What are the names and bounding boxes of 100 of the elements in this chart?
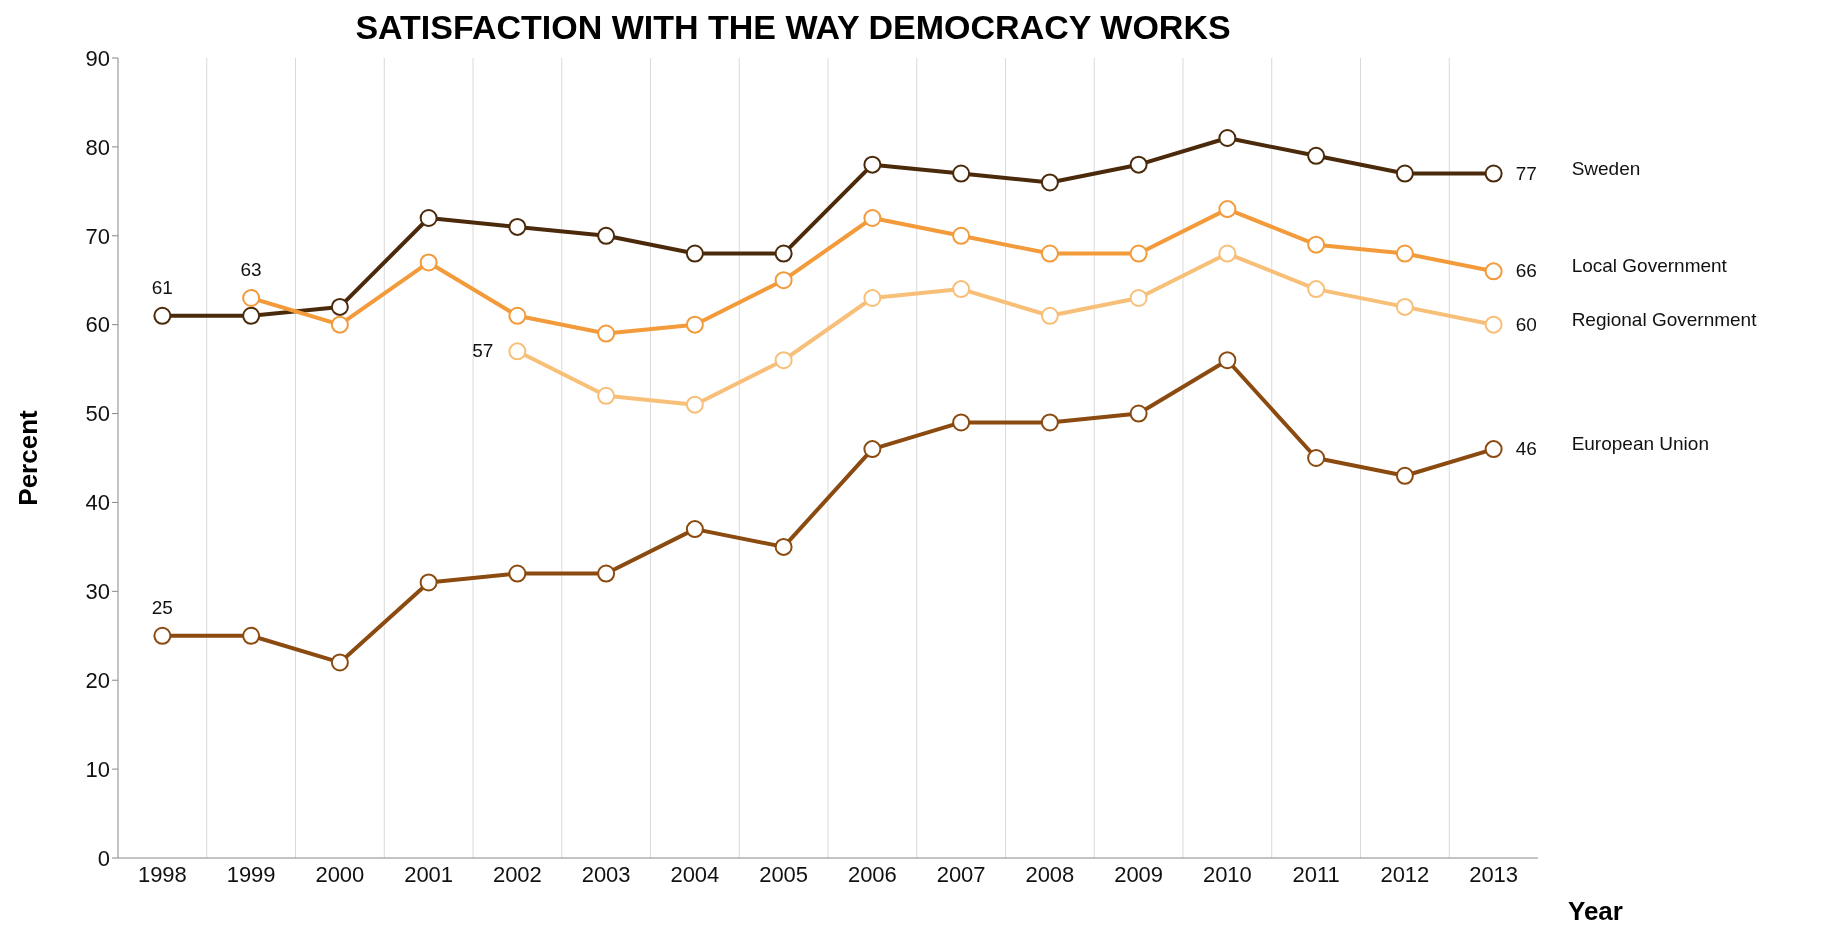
point (1218, 200, 1237, 219)
point (863, 289, 882, 307)
point (1307, 449, 1326, 467)
point (419, 209, 438, 227)
y-tick-label: 20 (85, 668, 110, 694)
point (242, 289, 261, 307)
point (1484, 440, 1503, 459)
point (1395, 466, 1414, 485)
data-label: 66 (1515, 260, 1537, 282)
point (330, 297, 349, 316)
text: Local Government (1571, 255, 1728, 277)
point (863, 209, 882, 227)
point (685, 244, 704, 263)
y-tick-label: 10 (85, 756, 110, 782)
text: Sweden (1571, 157, 1641, 179)
point (1129, 404, 1148, 423)
x-tick-label: 2012 (1380, 861, 1430, 887)
text: European Union (1571, 433, 1709, 455)
point (1395, 164, 1414, 183)
point (685, 315, 704, 334)
point (508, 564, 527, 583)
point (1307, 235, 1326, 254)
x-tick-label: 2013 (1469, 861, 1519, 887)
x-tick-label: 2005 (759, 861, 809, 887)
x-tick-label: 2007 (936, 861, 986, 887)
point (153, 626, 172, 645)
point (1040, 244, 1059, 263)
point (1484, 164, 1503, 183)
point (952, 413, 971, 432)
point (1395, 297, 1414, 316)
point (419, 573, 438, 592)
y-tick-label: 80 (85, 134, 110, 160)
point (952, 164, 971, 183)
point (1307, 146, 1326, 165)
y-tick-label: 70 (85, 223, 110, 249)
point (952, 280, 971, 299)
x-tick-label: 2008 (1025, 861, 1075, 887)
point (685, 395, 704, 414)
point (685, 520, 704, 539)
point (330, 653, 349, 672)
point (1040, 173, 1059, 192)
point (508, 217, 527, 236)
point (774, 271, 793, 290)
data-label: 60 (1515, 313, 1537, 335)
chart-title: SATISFACTION WITH THE WAY DEMOCRACY WORKS (354, 8, 1232, 47)
y-tick-label: 40 (85, 490, 110, 516)
data-label: 77 (1515, 162, 1537, 184)
point (1484, 315, 1503, 334)
point (863, 155, 882, 174)
y-axis-title: Percent (13, 409, 44, 506)
point (330, 315, 349, 334)
x-axis-title: Year (1568, 896, 1623, 927)
point (1307, 280, 1326, 299)
point (1218, 129, 1237, 147)
point (242, 626, 261, 645)
point (597, 564, 616, 583)
point (1129, 155, 1148, 174)
x-tick-label: 2003 (581, 861, 631, 887)
point (597, 226, 616, 245)
y-tick-label: 30 (85, 579, 110, 605)
point (863, 440, 882, 459)
data-label: 46 (1515, 438, 1537, 460)
data-label: 25 (151, 596, 173, 618)
point (508, 306, 527, 325)
point (952, 226, 971, 245)
y-tick-label: 90 (85, 45, 110, 71)
y-tick-label: 0 (97, 845, 110, 871)
point (1040, 413, 1059, 432)
x-tick-label: 1998 (137, 861, 187, 887)
x-tick-label: 2009 (1114, 861, 1164, 887)
data-label: 61 (151, 276, 173, 298)
point (597, 386, 616, 405)
point (1129, 289, 1148, 307)
y-tick-label: 60 (85, 312, 110, 338)
text: Regional Government (1571, 308, 1758, 330)
point (419, 253, 438, 272)
point (1395, 244, 1414, 263)
point (774, 351, 793, 370)
point (1218, 244, 1237, 263)
x-tick-label: 2001 (404, 861, 454, 887)
point (1484, 262, 1503, 281)
point (242, 306, 261, 325)
x-tick-label: 2002 (492, 861, 542, 887)
point (774, 537, 793, 556)
x-tick-label: 2010 (1202, 861, 1252, 887)
x-tick-label: 2000 (315, 861, 365, 887)
point (153, 306, 172, 325)
data-label: 63 (240, 259, 262, 280)
point (1129, 244, 1148, 263)
point (508, 342, 527, 361)
x-tick-label: 2011 (1292, 861, 1340, 887)
x-tick-label: 2006 (847, 861, 897, 887)
point (774, 244, 793, 263)
data-label: 57 (472, 340, 494, 362)
point (1218, 351, 1237, 370)
point (1040, 306, 1059, 325)
x-tick-label: 1999 (226, 861, 276, 887)
x-tick-label: 2004 (670, 861, 720, 887)
y-tick-label: 50 (85, 401, 110, 427)
point (597, 324, 616, 343)
